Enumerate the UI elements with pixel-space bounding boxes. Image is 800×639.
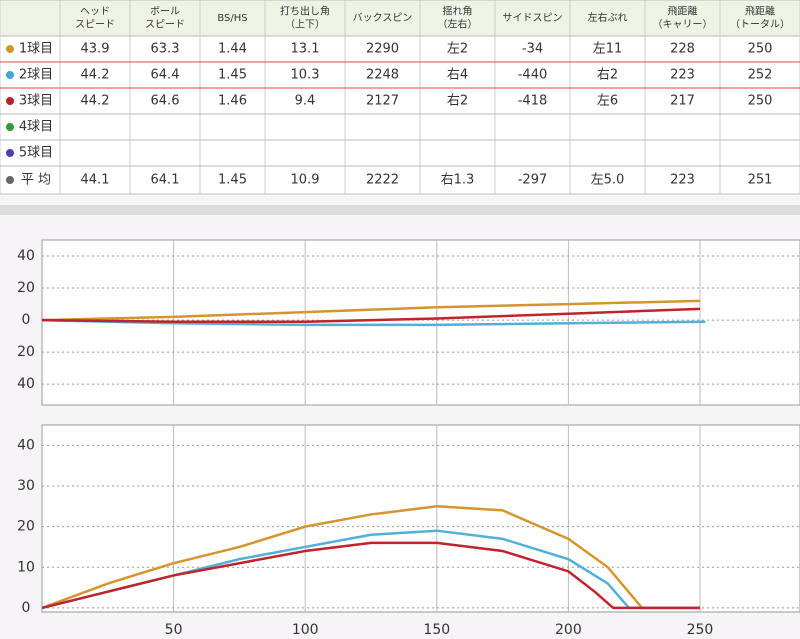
- header-label: スピード: [75, 19, 115, 31]
- y-tick-label: 0: [22, 600, 31, 616]
- cell: -34: [522, 42, 543, 57]
- header-label: BS/HS: [217, 13, 247, 24]
- row-label: 平 均: [21, 173, 51, 188]
- y-tick-label: 40: [17, 376, 35, 392]
- y-tick-label: 40: [17, 248, 35, 264]
- header-label: 飛距離: [745, 5, 775, 18]
- y-tick-label: 0: [22, 312, 31, 328]
- header-label: 打ち出し角: [280, 5, 330, 18]
- cell: 2127: [366, 94, 399, 109]
- cell: 13.1: [291, 42, 320, 57]
- cell: 64.1: [151, 173, 180, 188]
- row-dot: [6, 123, 14, 131]
- cell: 63.3: [151, 42, 180, 57]
- cell: 1.45: [218, 68, 247, 83]
- header-label: スピード: [145, 19, 185, 31]
- cell: 右4: [447, 68, 468, 83]
- cell: 10.3: [291, 68, 320, 83]
- header-label: （キャリー）: [653, 19, 713, 31]
- trajectory: [41, 299, 701, 322]
- cell: -418: [518, 94, 548, 109]
- row-label: 4球目: [19, 120, 53, 135]
- header-label: 飛距離: [668, 5, 698, 18]
- cell: 44.2: [81, 68, 110, 83]
- row-dot: [6, 45, 14, 53]
- trajectory: [41, 505, 700, 610]
- cell: -440: [518, 68, 548, 83]
- y-tick-label: 20: [17, 519, 35, 535]
- x-tick-label: 100: [292, 622, 319, 638]
- cell: 252: [748, 68, 773, 83]
- header-label: （トータル）: [730, 19, 790, 31]
- cell: 44.2: [81, 94, 110, 109]
- side-view-plot: [41, 424, 800, 613]
- cell: 左2: [447, 42, 468, 57]
- trajectory: [41, 318, 706, 327]
- trajectory: [41, 307, 701, 323]
- cell: 1.44: [218, 42, 247, 57]
- x-tick-label: 200: [555, 622, 582, 638]
- header-label: ボール: [150, 6, 180, 18]
- cell: 右2: [597, 68, 618, 83]
- cell: 250: [748, 42, 773, 57]
- header-label: ヘッド: [80, 7, 110, 18]
- row-dot: [6, 176, 14, 184]
- header-bg: [0, 0, 800, 36]
- cell: 64.4: [151, 68, 180, 83]
- cell: 9.4: [295, 94, 316, 109]
- divider: [0, 205, 800, 215]
- row-label: 3球目: [19, 94, 53, 109]
- cell: 223: [670, 173, 695, 188]
- row-label: 2球目: [19, 68, 53, 83]
- cell: 250: [748, 94, 773, 109]
- cell: 右1.3: [441, 173, 475, 188]
- header-label: （左右）: [438, 18, 478, 31]
- y-tick-label: 30: [17, 478, 35, 494]
- cell: 217: [670, 94, 695, 109]
- header-label: 揺れ角: [443, 6, 473, 18]
- cell: 43.9: [81, 42, 110, 57]
- row-dot: [6, 97, 14, 105]
- header-label: サイドスピン: [503, 12, 563, 24]
- header-label: 左右ぶれ: [588, 11, 628, 24]
- cell: 1.45: [218, 173, 247, 188]
- header-label: （上下）: [285, 19, 325, 31]
- trajectory: [41, 541, 700, 610]
- row-label: 5球目: [19, 146, 53, 161]
- cell: 44.1: [81, 173, 110, 188]
- y-tick-label: 20: [17, 280, 35, 296]
- header-label: バックスピン: [353, 12, 413, 24]
- cell: -297: [518, 173, 548, 188]
- cell: 10.9: [291, 173, 320, 188]
- cell: 251: [748, 173, 773, 188]
- cell: 2222: [366, 173, 399, 188]
- cell: 228: [670, 42, 695, 57]
- y-tick-label: 40: [17, 437, 35, 453]
- cell: 223: [670, 68, 695, 83]
- cell: 2248: [366, 68, 399, 83]
- cell: 左6: [597, 94, 618, 109]
- y-tick-label: 10: [17, 559, 35, 575]
- x-tick-label: 150: [423, 622, 450, 638]
- row-dot: [6, 149, 14, 157]
- row-label: 1球目: [19, 42, 53, 57]
- cell: 1.46: [218, 94, 247, 109]
- x-tick-label: 250: [687, 622, 714, 638]
- row-dot: [6, 71, 14, 79]
- cell: 左11: [593, 42, 623, 57]
- cell: 64.6: [151, 94, 180, 109]
- y-tick-label: 20: [17, 344, 35, 360]
- cell: 右2: [447, 94, 468, 109]
- cell: 2290: [366, 42, 399, 57]
- x-tick-label: 50: [165, 622, 183, 638]
- cell: 左5.0: [591, 173, 625, 188]
